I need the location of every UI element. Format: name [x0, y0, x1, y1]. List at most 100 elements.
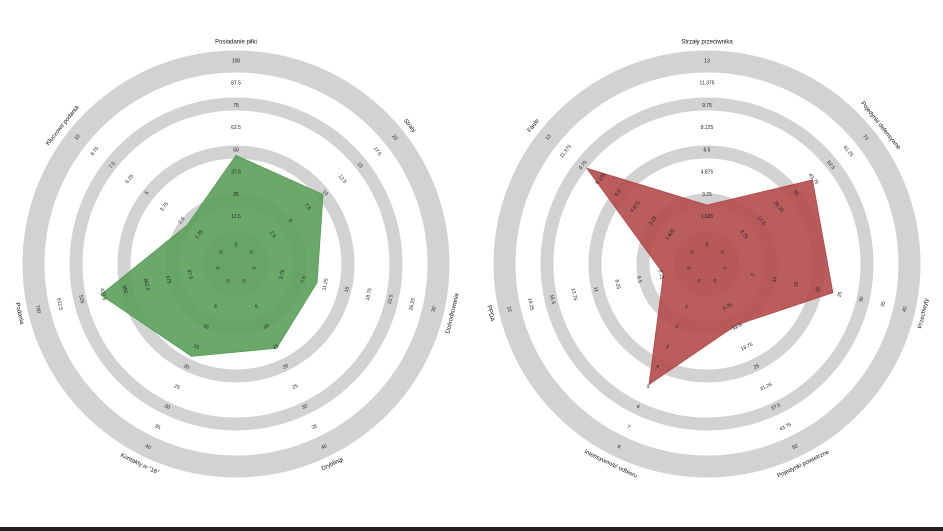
tick-label: 15: [272, 343, 280, 351]
grid-ring-outer: [504, 61, 910, 467]
tick-label: 25: [837, 291, 844, 298]
tick-label: 25: [291, 383, 299, 391]
grid-ring-outer: [33, 61, 439, 467]
tick-label: 8.125: [701, 125, 714, 131]
axis-label: Dryblingi: [321, 457, 345, 473]
tick-label: 30: [163, 403, 171, 411]
tick-label: 17.5: [756, 215, 767, 227]
grid-ring: [540, 97, 874, 431]
grid-ring-outer: [22, 50, 450, 478]
tick-label: 5: [213, 304, 218, 311]
axis-label: Faule: [527, 118, 541, 134]
tick-label: 0: [696, 278, 701, 285]
tick-label: 35: [792, 189, 800, 197]
tick-label: 20: [815, 286, 822, 293]
tick-label: 100: [232, 58, 241, 64]
tick-label: 26.25: [408, 297, 417, 311]
tick-label: 10: [202, 323, 210, 331]
radar-chart-defense: 01.6253.254.8756.58.1259.7511.37513Strza…: [485, 40, 930, 480]
tick-label: 10: [321, 189, 329, 197]
axis-label: Przechwyty: [918, 298, 931, 329]
tick-label: 20: [282, 363, 290, 371]
tick-label: 6.25: [722, 302, 734, 312]
tick-label: 11.25: [321, 278, 330, 291]
tick-label: 15: [793, 281, 800, 288]
tick-label: 20: [183, 363, 191, 371]
axis-label: Podania: [14, 302, 25, 325]
grid-ring: [564, 121, 850, 407]
tick-label: 11.375: [700, 81, 715, 87]
tick-label: 6.5: [704, 147, 711, 153]
tick-label: 0: [685, 266, 692, 270]
tick-label: 5: [645, 384, 650, 391]
tick-label: 12.5: [337, 174, 348, 186]
tick-label: 525: [77, 295, 85, 305]
tick-label: 35: [154, 423, 162, 431]
tick-label: 0: [225, 278, 230, 285]
tick-label: 15: [344, 286, 351, 293]
tick-label: 5: [144, 190, 151, 196]
tick-label: 0: [218, 249, 225, 255]
tick-label: 7.5: [300, 275, 307, 283]
tick-label: 35: [311, 423, 319, 431]
grid-ring: [69, 97, 403, 431]
tick-label: 25: [233, 192, 239, 198]
bottom-border: [0, 527, 943, 531]
tick-label: 18.75: [365, 287, 374, 301]
tick-label: 0: [214, 266, 221, 270]
tick-label: 0: [713, 278, 718, 285]
grid-ring: [516, 73, 898, 455]
tick-label: 0: [252, 266, 259, 270]
tick-label: 62.5: [231, 125, 241, 131]
tick-label: 52.5: [825, 160, 836, 172]
tick-label: 16.5: [548, 294, 556, 305]
tick-label: 0: [242, 278, 247, 285]
tick-label: 13.75: [570, 288, 579, 302]
axis-label: Strzały przeciwnika: [681, 40, 733, 46]
data-polygon: [585, 167, 834, 386]
tick-label: 40: [320, 443, 328, 451]
tick-label: 1.625: [701, 214, 714, 220]
tick-label: 17.5: [372, 146, 383, 158]
tick-label: 6.5: [614, 188, 623, 197]
tick-label: 40: [144, 443, 152, 451]
tick-label: 15: [356, 161, 364, 169]
tick-label: 2.75: [657, 269, 665, 280]
tick-label: 87.5: [231, 81, 241, 87]
tick-label: 3.75: [278, 269, 286, 280]
tick-label: 75: [233, 103, 239, 109]
tick-label: 8.75: [90, 146, 101, 158]
tick-label: 7.5: [303, 202, 312, 211]
tick-label: 5: [750, 272, 757, 276]
tick-label: 612.5: [55, 298, 64, 312]
tick-label: 18.75: [740, 341, 754, 352]
tick-label: 25: [173, 383, 181, 391]
tick-label: 5.5: [635, 276, 642, 284]
tick-label: 10: [263, 323, 271, 331]
tick-label: 19.25: [526, 298, 535, 312]
axis-label: PPDA: [485, 305, 494, 322]
tick-label: 30: [301, 403, 309, 411]
tick-label: 4: [655, 364, 660, 371]
tick-label: 30: [431, 306, 438, 313]
axis-label: Straty: [402, 118, 416, 134]
tick-label: 8.25: [613, 279, 621, 290]
tick-label: 0: [689, 249, 696, 255]
tick-label: 6: [636, 404, 641, 411]
tick-label: 8.75: [738, 229, 749, 241]
tick-label: 3.25: [648, 215, 659, 227]
tick-label: 2.5: [268, 230, 277, 239]
tick-label: 37.5: [231, 170, 241, 176]
tick-label: 7.5: [108, 161, 117, 170]
tick-label: 2: [674, 324, 679, 331]
tick-label: 50: [791, 443, 799, 451]
tick-label: 13: [704, 58, 710, 64]
tick-label: 12.5: [732, 322, 744, 332]
grid-ring: [117, 145, 355, 383]
tick-label: 5: [287, 218, 294, 224]
tick-label: 20: [390, 134, 398, 142]
tick-label: 40: [902, 306, 909, 313]
tick-label: 350: [121, 285, 129, 295]
tick-label: 22.5: [387, 294, 395, 305]
